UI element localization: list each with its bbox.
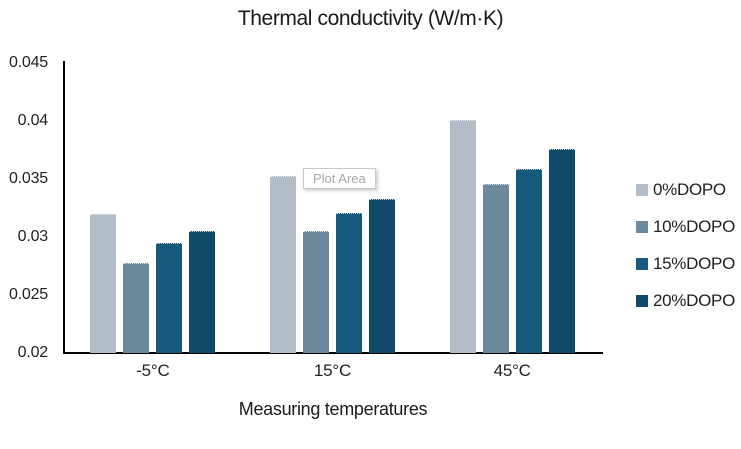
legend-label: 0%DOPO (653, 179, 726, 199)
legend-swatch-icon (636, 257, 648, 270)
plot-area[interactable] (63, 61, 603, 354)
x-tick-label: 45°C (493, 361, 531, 380)
x-axis-title[interactable]: Measuring temperatures (238, 399, 428, 419)
legend[interactable]: 0%DOPO 10%DOPO 15%DOPO 20%DOPO (636, 171, 735, 319)
legend-label: 20%DOPO (653, 290, 735, 310)
legend-item-10%DOPO[interactable]: 10%DOPO (636, 208, 735, 245)
y-tick-label: 0.045 (8, 54, 48, 71)
chart-title[interactable]: Thermal conductivity (W/m·K) (237, 7, 504, 30)
x-tick-label: -5°C (136, 361, 170, 380)
legend-item-0%DOPO[interactable]: 0%DOPO (636, 171, 735, 208)
bar-20%DOPO-45°C[interactable] (548, 148, 575, 353)
bar-20%DOPO-15°C[interactable] (369, 198, 395, 353)
legend-swatch-icon (636, 294, 648, 307)
legend-label: 10%DOPO (653, 216, 735, 236)
y-tick-label: 0.04 (17, 112, 49, 129)
plot-area-tooltip: Plot Area (303, 168, 376, 189)
bar-10%DOPO-15°C[interactable] (303, 231, 329, 353)
bar-0%DOPO--5°C[interactable] (90, 213, 117, 353)
bar-0%DOPO-45°C[interactable] (449, 119, 476, 353)
y-tick-label: 0.025 (8, 286, 48, 303)
legend-swatch-icon (636, 220, 648, 233)
legend-item-15%DOPO[interactable]: 15%DOPO (636, 245, 735, 282)
y-tick-label: 0.02 (17, 344, 49, 361)
legend-swatch-icon (636, 183, 648, 196)
bar-10%DOPO--5°C[interactable] (123, 262, 150, 353)
y-tick-label: 0.03 (17, 228, 49, 245)
bar-15%DOPO-45°C[interactable] (515, 168, 542, 353)
x-tick-label: 15°C (313, 361, 352, 380)
bar-15%DOPO-15°C[interactable] (336, 212, 362, 353)
y-tick-label: 0.035 (8, 170, 48, 187)
bar-0%DOPO-15°C[interactable] (270, 175, 296, 353)
legend-label: 15%DOPO (653, 253, 735, 273)
bar-10%DOPO-45°C[interactable] (482, 183, 509, 353)
bar-20%DOPO--5°C[interactable] (189, 231, 216, 353)
legend-item-20%DOPO[interactable]: 20%DOPO (636, 282, 735, 319)
bar-15%DOPO--5°C[interactable] (156, 242, 183, 353)
